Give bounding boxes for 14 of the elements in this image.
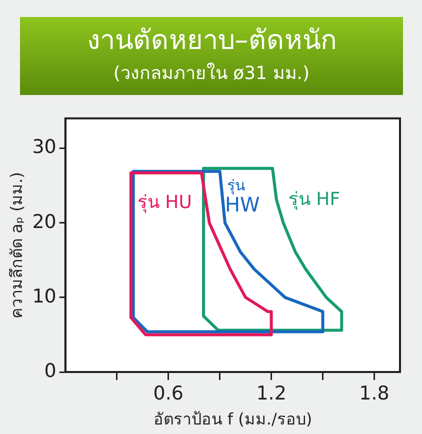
y-axis-title: ความลึกตัด aₚ (มม.) bbox=[6, 172, 26, 318]
x-tick-label: 1.8 bbox=[359, 382, 390, 404]
chart-subtitle: (วงกลมภายใน ø31 มม.) bbox=[112, 62, 311, 86]
series-label: รุ่น HF bbox=[288, 189, 340, 210]
x-axis-title: อัตราป้อน f (มม./รอบ) bbox=[153, 410, 312, 429]
y-tick-label: 0 bbox=[44, 360, 56, 382]
y-tick-label: 10 bbox=[32, 285, 56, 308]
series-label: รุ่น HU bbox=[137, 192, 192, 214]
y-tick-label: 30 bbox=[32, 136, 56, 158]
chart-title: งานตัดหยาบ–ตัดหนัก bbox=[86, 24, 338, 58]
x-tick-label: 0.6 bbox=[153, 382, 184, 404]
y-tick-label: 20 bbox=[32, 210, 56, 233]
series-label: รุ่น HW bbox=[224, 176, 260, 217]
x-tick-label: 1.2 bbox=[256, 382, 286, 404]
